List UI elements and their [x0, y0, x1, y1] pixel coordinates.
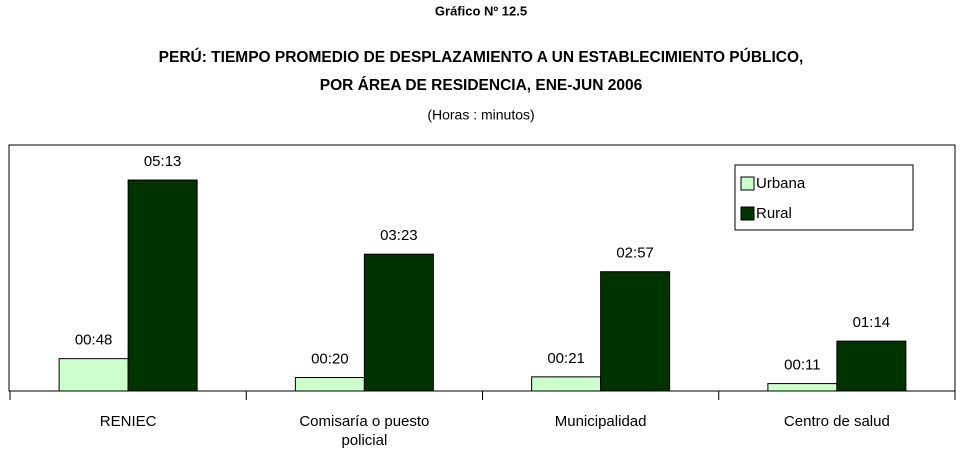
legend-swatch — [740, 176, 755, 191]
data-label: 01:14 — [853, 314, 891, 331]
x-tick-label: RENIEC — [99, 413, 157, 430]
data-label: 02:57 — [616, 245, 654, 262]
bar — [531, 376, 602, 392]
legend-label: Rural — [756, 205, 792, 222]
data-label: 03:23 — [380, 227, 418, 244]
data-label: 00:11 — [784, 357, 820, 374]
data-label: 05:13 — [144, 153, 182, 170]
chart-title: PERÚ: TIEMPO PROMEDIO DE DESPLAZAMIENTO … — [159, 48, 804, 66]
bar — [600, 271, 671, 392]
chart-header: Gráfico Nº 12.5 — [435, 3, 527, 18]
bar — [294, 377, 365, 392]
data-label: 00:21 — [547, 350, 585, 367]
data-label: 00:48 — [75, 332, 113, 349]
legend-label: Urbana — [756, 175, 806, 192]
bar — [767, 383, 838, 392]
legend-swatch — [740, 206, 755, 221]
chart-title: POR ÁREA DE RESIDENCIA, ENE-JUN 2006 — [320, 77, 643, 94]
bar — [127, 179, 198, 392]
bar — [836, 340, 907, 392]
chart-subtitle: (Horas : minutos) — [427, 107, 534, 123]
data-label: 00:20 — [311, 350, 349, 367]
x-tick-label: Municipalidad — [554, 413, 647, 430]
x-tick-label: Centro de salud — [783, 413, 890, 430]
bar — [58, 358, 129, 392]
x-tick-label: Comisaría o puesto policial — [299, 413, 430, 449]
legend-box — [734, 164, 914, 231]
bar — [363, 253, 434, 392]
